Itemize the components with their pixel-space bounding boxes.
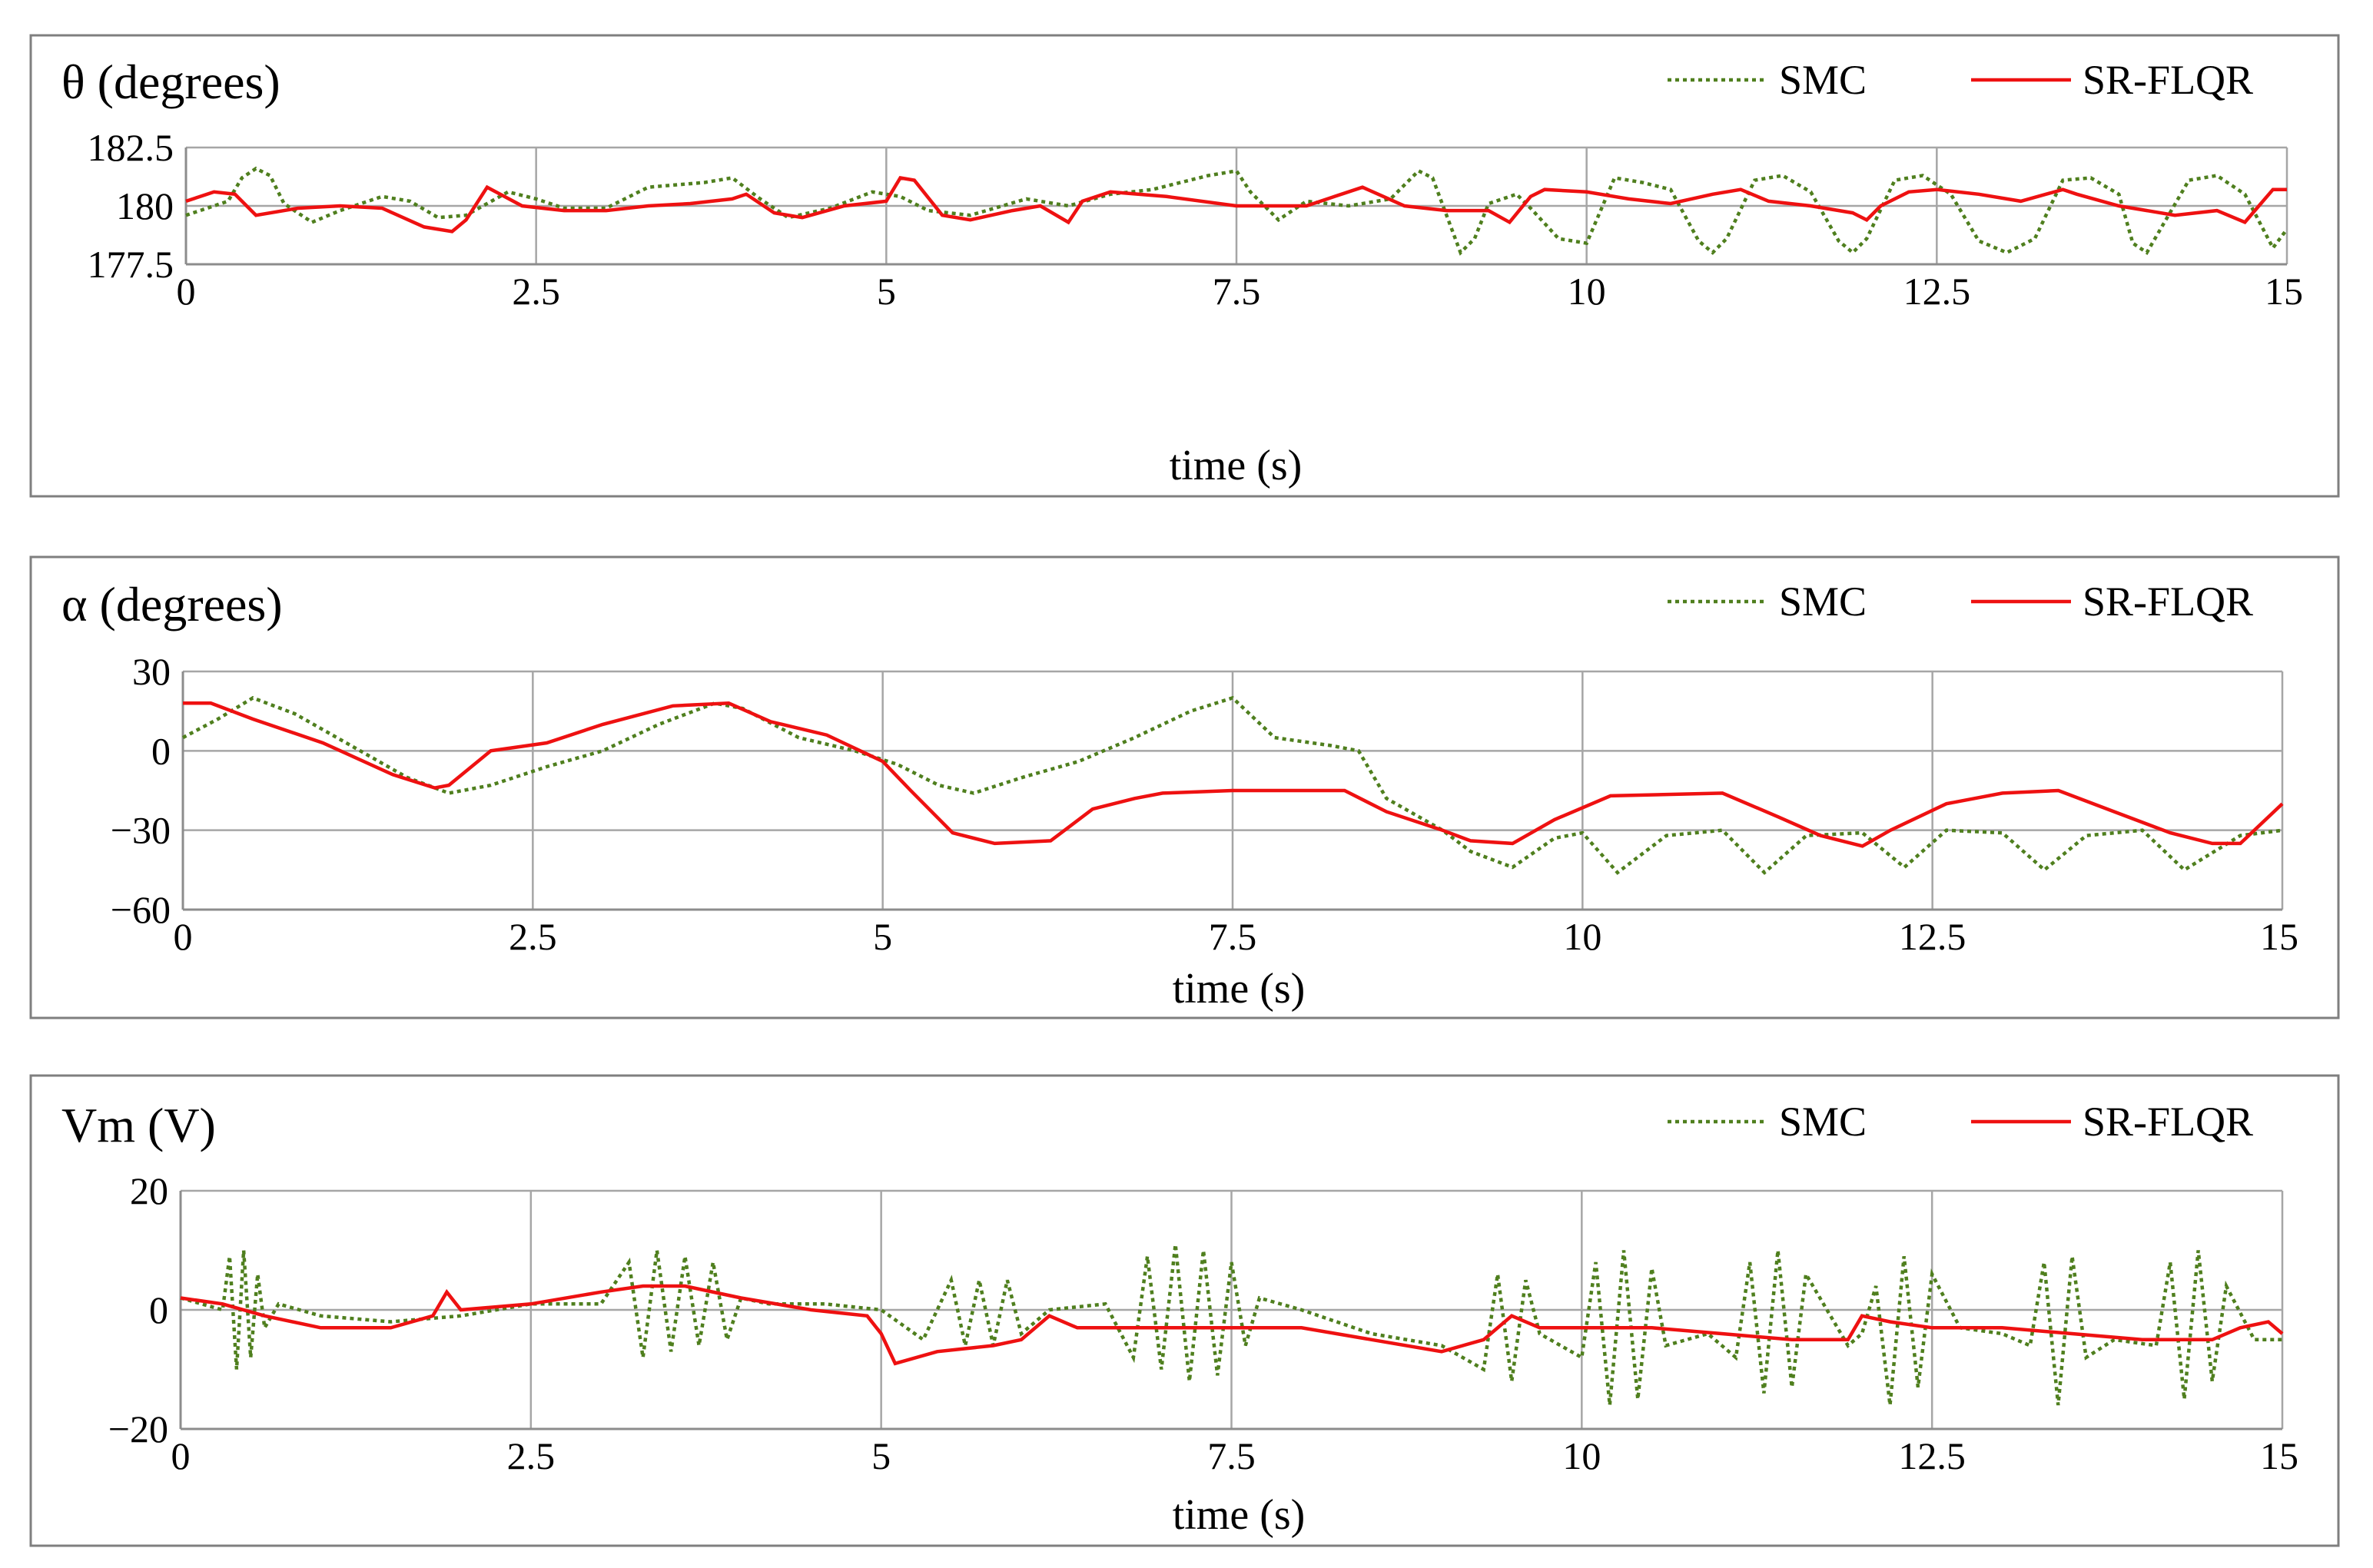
theta-x-tick-label: 12.5 bbox=[1903, 270, 1971, 313]
alpha-ticks: −60 −30 0 30 0 2.5 5 7.5 10 12.5 15 bbox=[111, 650, 2298, 958]
vm-y-tick-label: −20 bbox=[108, 1407, 168, 1450]
alpha-y-tick-label: 0 bbox=[151, 729, 171, 772]
vm-sr-flqr-series-line bbox=[180, 1284, 2284, 1366]
alpha-series bbox=[181, 695, 2284, 875]
theta-panel: θ (degrees) SMC SR-FLQR 177.5 180 182.5 0 2.… bbox=[29, 34, 2340, 498]
theta-x-tick-label: 0 bbox=[177, 270, 196, 313]
vm-legend: SMC SR-FLQR bbox=[1668, 1099, 2253, 1145]
alpha-x-tick-label: 2.5 bbox=[509, 915, 557, 958]
alpha-plot-title: α (degrees) bbox=[61, 577, 283, 632]
vm-x-tick-label: 12.5 bbox=[1898, 1434, 1966, 1477]
alpha-legend-flqr-label: SR-FLQR bbox=[2083, 578, 2253, 625]
theta-legend-smc-label: SMC bbox=[1779, 57, 1867, 103]
theta-x-tick-label: 5 bbox=[877, 270, 896, 313]
theta-x-tick-label: 7.5 bbox=[1213, 270, 1261, 313]
theta-y-tick-label: 182.5 bbox=[88, 126, 174, 169]
theta-legend: SMC SR-FLQR bbox=[1668, 57, 2253, 103]
vm-grid bbox=[179, 1189, 2284, 1430]
alpha-x-tick-label: 10 bbox=[1563, 915, 1601, 958]
alpha-x-tick-label: 12.5 bbox=[1899, 915, 1966, 958]
alpha-legend-smc-label: SMC bbox=[1779, 578, 1867, 625]
theta-ticks: 177.5 180 182.5 0 2.5 5 7.5 10 12.5 15 bbox=[88, 126, 2304, 313]
alpha-x-axis-title: time (s) bbox=[1173, 965, 1306, 1013]
theta-plot-title: θ (degrees) bbox=[61, 55, 280, 109]
alpha-y-tick-label: 30 bbox=[132, 650, 171, 693]
vm-series bbox=[180, 1244, 2284, 1406]
vm-x-tick-label: 7.5 bbox=[1207, 1434, 1256, 1477]
alpha-x-tick-label: 5 bbox=[873, 915, 892, 958]
theta-panel-frame bbox=[29, 34, 2340, 498]
theta-series bbox=[185, 166, 2288, 256]
alpha-grid bbox=[181, 670, 2284, 911]
vm-x-tick-label: 15 bbox=[2260, 1434, 2298, 1477]
theta-y-tick-label: 177.5 bbox=[88, 243, 174, 286]
vm-y-tick-label: 0 bbox=[149, 1288, 168, 1331]
theta-x-tick-label: 10 bbox=[1568, 270, 1606, 313]
vm-y-tick-label: 20 bbox=[130, 1169, 168, 1212]
theta-x-tick-label: 2.5 bbox=[512, 270, 560, 313]
vm-x-tick-label: 5 bbox=[871, 1434, 891, 1477]
alpha-y-tick-label: −30 bbox=[111, 809, 171, 852]
alpha-legend: SMC SR-FLQR bbox=[1668, 578, 2253, 625]
theta-legend-flqr-label: SR-FLQR bbox=[2083, 57, 2253, 103]
theta-x-axis-title: time (s) bbox=[1170, 442, 1303, 489]
alpha-x-tick-label: 0 bbox=[174, 915, 193, 958]
alpha-panel: α (degrees) SMC SR-FLQR −60 −30 0 30 0 2.5 5 7.… bbox=[29, 555, 2340, 1019]
alpha-smc-series-line bbox=[181, 695, 2283, 875]
vm-x-tick-label: 0 bbox=[171, 1434, 191, 1477]
alpha-panel-frame bbox=[29, 555, 2340, 1019]
vm-legend-smc-label: SMC bbox=[1779, 1099, 1867, 1145]
alpha-x-tick-label: 15 bbox=[2260, 915, 2298, 958]
vm-x-tick-label: 10 bbox=[1562, 1434, 1601, 1477]
vm-legend-flqr-label: SR-FLQR bbox=[2083, 1099, 2253, 1145]
alpha-x-tick-label: 7.5 bbox=[1209, 915, 1257, 958]
vm-plot-title: Vm (V) bbox=[61, 1098, 216, 1152]
alpha-sr-flqr-series-line bbox=[183, 701, 2284, 848]
theta-x-tick-label: 15 bbox=[2265, 270, 2303, 313]
theta-sr-flqr-series-line bbox=[185, 176, 2287, 234]
vm-x-tick-label: 2.5 bbox=[507, 1434, 556, 1477]
theta-smc-series-line bbox=[185, 166, 2288, 256]
vm-x-axis-title: time (s) bbox=[1173, 1491, 1306, 1539]
alpha-y-tick-label: −60 bbox=[111, 888, 171, 931]
theta-y-tick-label: 180 bbox=[116, 184, 174, 227]
